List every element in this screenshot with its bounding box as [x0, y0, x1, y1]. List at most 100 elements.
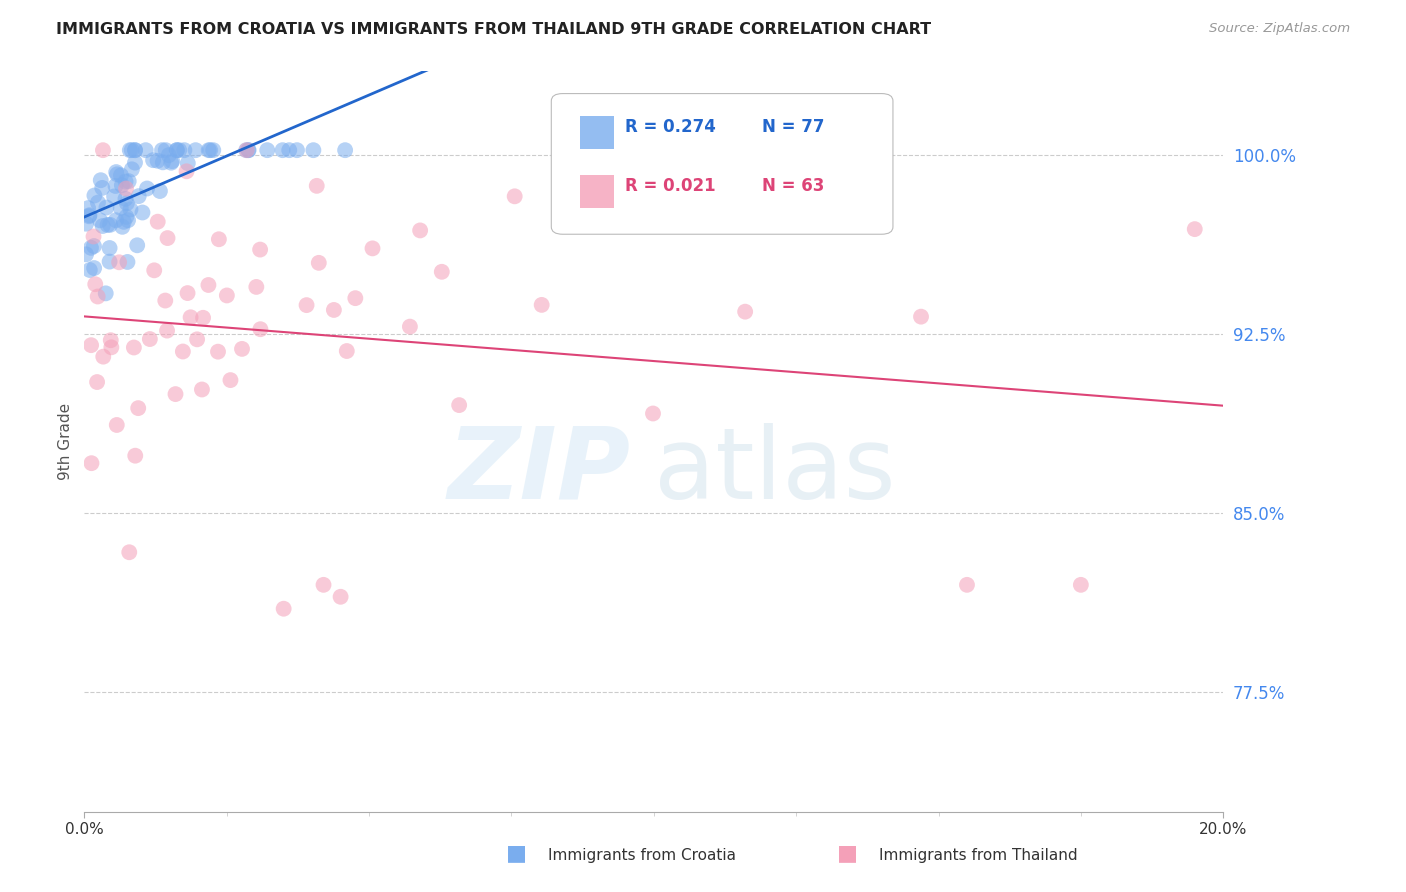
Point	[207, 344, 229, 359]
Point	[86, 289, 108, 303]
Point	[83, 229, 105, 244]
Point	[910, 310, 932, 324]
Point	[336, 344, 359, 359]
Point	[100, 340, 122, 354]
Point	[155, 293, 177, 308]
Point	[245, 280, 267, 294]
Point	[235, 143, 257, 157]
Point	[238, 143, 260, 157]
Point	[503, 189, 526, 203]
Point	[90, 173, 112, 187]
Point	[249, 322, 271, 336]
Point	[96, 201, 118, 215]
Point	[103, 189, 125, 203]
Point	[105, 417, 128, 432]
Point	[77, 209, 100, 223]
Point	[249, 243, 271, 257]
Point	[166, 143, 188, 157]
Point	[110, 169, 132, 183]
Point	[219, 373, 242, 387]
Point	[155, 143, 177, 157]
Text: ZIP: ZIP	[449, 423, 631, 520]
Text: atlas: atlas	[654, 423, 896, 520]
Point	[115, 210, 138, 224]
Point	[956, 578, 979, 592]
Text: R = 0.021: R = 0.021	[626, 178, 716, 195]
Point	[100, 333, 122, 347]
Point	[734, 304, 756, 318]
Point	[308, 256, 330, 270]
Point	[143, 263, 166, 277]
Point	[120, 202, 142, 217]
Point	[231, 342, 253, 356]
Point	[136, 181, 159, 195]
Point	[79, 208, 101, 222]
Point	[124, 449, 146, 463]
Point	[80, 241, 103, 255]
Point	[295, 298, 318, 312]
Point	[173, 143, 195, 157]
Point	[114, 192, 136, 206]
Point	[87, 195, 110, 210]
Point	[361, 241, 384, 255]
Point	[152, 155, 174, 169]
Point	[91, 350, 114, 364]
Point	[111, 219, 134, 234]
Point	[1070, 578, 1092, 592]
Point	[91, 181, 114, 195]
Point	[149, 184, 172, 198]
Point	[122, 341, 145, 355]
Point	[104, 178, 127, 193]
Point	[79, 263, 101, 277]
Bar	[579, 175, 614, 209]
Text: Immigrants from Thailand: Immigrants from Thailand	[879, 848, 1077, 863]
Point	[271, 143, 294, 157]
Point	[235, 143, 257, 157]
Point	[117, 213, 139, 227]
FancyBboxPatch shape	[551, 94, 893, 235]
Point	[200, 143, 222, 157]
Point	[75, 247, 97, 261]
Point	[110, 201, 132, 215]
Point	[139, 332, 162, 346]
Text: Source: ZipAtlas.com: Source: ZipAtlas.com	[1209, 22, 1350, 36]
Point	[215, 288, 238, 302]
Point	[312, 578, 335, 592]
Text: IMMIGRANTS FROM CROATIA VS IMMIGRANTS FROM THAILAND 9TH GRADE CORRELATION CHART: IMMIGRANTS FROM CROATIA VS IMMIGRANTS FR…	[56, 22, 931, 37]
Point	[80, 456, 103, 470]
Point	[98, 254, 121, 268]
Text: N = 63: N = 63	[762, 178, 824, 195]
Point	[256, 143, 278, 157]
Bar	[579, 116, 614, 149]
Point	[121, 162, 143, 177]
Text: R = 0.274: R = 0.274	[626, 118, 716, 136]
Point	[91, 219, 114, 233]
Point	[118, 143, 141, 157]
Point	[202, 143, 225, 157]
Point	[172, 344, 194, 359]
Point	[285, 143, 308, 157]
Text: Immigrants from Croatia: Immigrants from Croatia	[548, 848, 737, 863]
Point	[121, 143, 143, 157]
Point	[127, 238, 149, 252]
Point	[98, 241, 121, 255]
Point	[409, 223, 432, 237]
Point	[430, 265, 453, 279]
Point	[80, 338, 103, 352]
Point	[150, 143, 173, 157]
Point	[157, 148, 180, 162]
Point	[83, 188, 105, 202]
Point	[165, 387, 187, 401]
Point	[127, 401, 149, 416]
Point	[128, 189, 150, 203]
Point	[105, 167, 128, 181]
Point	[329, 590, 352, 604]
Point	[124, 143, 146, 157]
Point	[124, 155, 146, 169]
Point	[333, 143, 356, 157]
Text: ■: ■	[506, 844, 527, 863]
Point	[118, 174, 141, 188]
Point	[305, 178, 328, 193]
Point	[166, 143, 188, 157]
Point	[104, 213, 127, 227]
